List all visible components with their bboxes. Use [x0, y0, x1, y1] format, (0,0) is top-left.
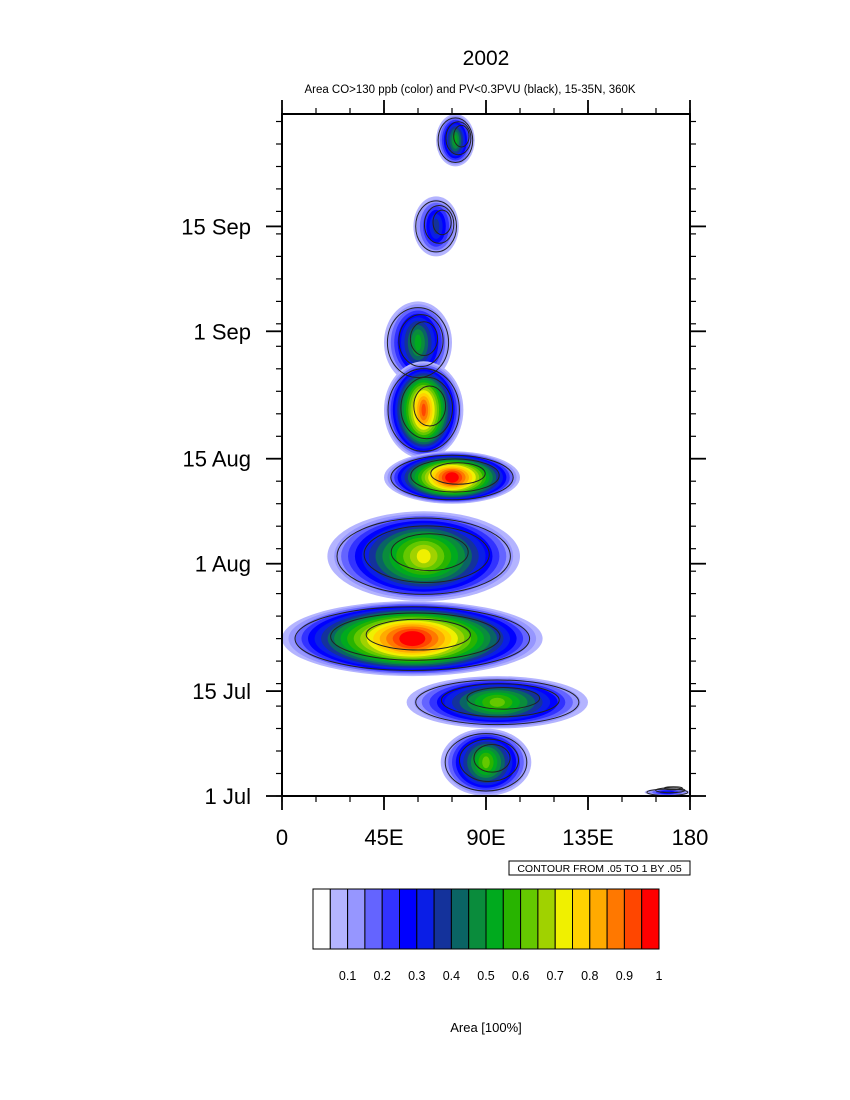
contour-note: CONTOUR FROM .05 TO 1 BY .05 — [517, 863, 682, 875]
co-area-region-6-level-20 — [405, 634, 419, 644]
colorbar-box — [450, 888, 470, 950]
colorbar-tick-label: 0.6 — [512, 969, 529, 983]
pv-contour-5-1 — [363, 525, 490, 584]
chart-subtitle: Area CO>130 ppb (color) and PV<0.3PVU (b… — [304, 84, 635, 96]
colorbar-label: Area [100%] — [450, 1020, 522, 1035]
co-area-region-1-level-7 — [432, 218, 440, 235]
colorbar-box — [572, 888, 591, 950]
colorbar-box — [485, 888, 504, 950]
colorbar-box — [329, 888, 349, 950]
y-axis: 1 Jul 15 Jul 1 Aug 15 Aug 1 Sep 15 Sep — [181, 214, 706, 809]
pv-contour-0-2 — [453, 124, 470, 148]
co-area-region-3-level-18 — [421, 403, 426, 417]
pv-contour-lines — [294, 117, 689, 796]
colorbar — [312, 888, 660, 950]
y-tick-label: 15 Sep — [181, 214, 251, 239]
colorbar-box — [520, 888, 539, 950]
pv-contour-6-0 — [294, 606, 531, 671]
pv-contour-4-2 — [430, 462, 486, 485]
pv-contour-9-2 — [663, 786, 683, 791]
contour-note-box — [508, 860, 691, 876]
colorbar-tick-label: 0.9 — [616, 969, 633, 983]
x-axis: 0 45E 90E 135E 180 — [276, 100, 708, 850]
y-tick-label: 1 Jul — [205, 784, 251, 809]
pv-contour-7-2 — [466, 687, 541, 710]
colorbar-box — [347, 888, 366, 950]
colorbar-tick-label: 0.3 — [408, 969, 425, 983]
colorbar-box — [433, 888, 452, 950]
pv-contour-3-0 — [387, 368, 460, 452]
pv-contour-8-2 — [473, 744, 511, 773]
pv-contour-5-2 — [390, 533, 469, 572]
pv-contour-8-0 — [444, 733, 528, 792]
co-area-region-7-level-12 — [489, 697, 505, 707]
pv-contour-6-1 — [330, 612, 501, 661]
pv-contour-0-0 — [437, 117, 474, 163]
colorbar-box — [537, 888, 556, 950]
pv-contour-0-1 — [445, 121, 472, 156]
x-tick-label: 45E — [364, 825, 403, 850]
chart-title: 2002 — [463, 47, 510, 70]
pv-contour-7-0 — [415, 679, 580, 726]
x-tick-label: 135E — [562, 825, 613, 850]
pv-contour-1-2 — [432, 209, 452, 236]
colorbar-box — [416, 888, 435, 950]
y-tick-label: 15 Aug — [182, 447, 251, 472]
co-area-region-4-level-20 — [448, 474, 456, 481]
colorbar-box — [623, 888, 643, 950]
colorbar-tick-label: 0.1 — [339, 969, 356, 983]
pv-contour-1-1 — [423, 205, 455, 244]
x-tick-label: 0 — [276, 825, 288, 850]
x-tick-label: 90E — [466, 825, 505, 850]
pv-contour-3-1 — [400, 376, 454, 440]
colorbar-box — [589, 888, 608, 950]
colorbar-box — [381, 888, 401, 950]
colorbar-box — [364, 888, 383, 950]
pv-contour-4-0 — [390, 454, 514, 501]
pv-contour-4-1 — [410, 458, 500, 493]
y-tick-label: 1 Aug — [195, 552, 251, 577]
pv-contour-2-0 — [386, 307, 450, 379]
colorbar-box — [502, 888, 522, 950]
colorbar-tick-label: 0.5 — [477, 969, 494, 983]
x-tick-label: 180 — [672, 825, 709, 850]
pv-contour-2-1 — [398, 314, 444, 368]
colorbar-box — [554, 888, 574, 950]
colorbar-tick-label: 0.4 — [443, 969, 460, 983]
colorbar-box — [606, 888, 625, 950]
colorbar-box — [641, 888, 660, 950]
colorbar-tick-label: 0.7 — [547, 969, 564, 983]
pv-contour-2-2 — [409, 321, 439, 357]
y-tick-label: 1 Sep — [194, 319, 252, 344]
y-tick-label: 15 Jul — [192, 679, 251, 704]
pv-contour-3-2 — [413, 385, 447, 427]
pv-contour-5-0 — [336, 517, 511, 595]
pv-contour-1-0 — [415, 200, 458, 253]
co-area-region-2-level-10 — [414, 334, 422, 351]
co-area-color-field — [282, 114, 690, 796]
pv-contour-7-1 — [440, 683, 560, 718]
colorbar-box — [399, 888, 418, 950]
co-area-region-5-level-14 — [416, 549, 431, 564]
co-area-region-8-level-12 — [482, 756, 490, 769]
colorbar-tick-label: 0.2 — [374, 969, 391, 983]
pv-contour-8-1 — [459, 738, 519, 782]
pv-contour-6-2 — [365, 618, 471, 651]
colorbar-box — [468, 888, 487, 950]
colorbar-tick-labels: 0.1 0.2 0.3 0.4 0.5 0.6 0.7 0.8 0.9 1 — [339, 969, 663, 983]
pv-contour-9-1 — [655, 787, 686, 794]
colorbar-box — [312, 888, 331, 950]
co-area-region-0-level-10 — [453, 135, 458, 146]
colorbar-tick-label: 0.8 — [581, 969, 598, 983]
colorbar-tick-label: 1 — [656, 969, 663, 983]
